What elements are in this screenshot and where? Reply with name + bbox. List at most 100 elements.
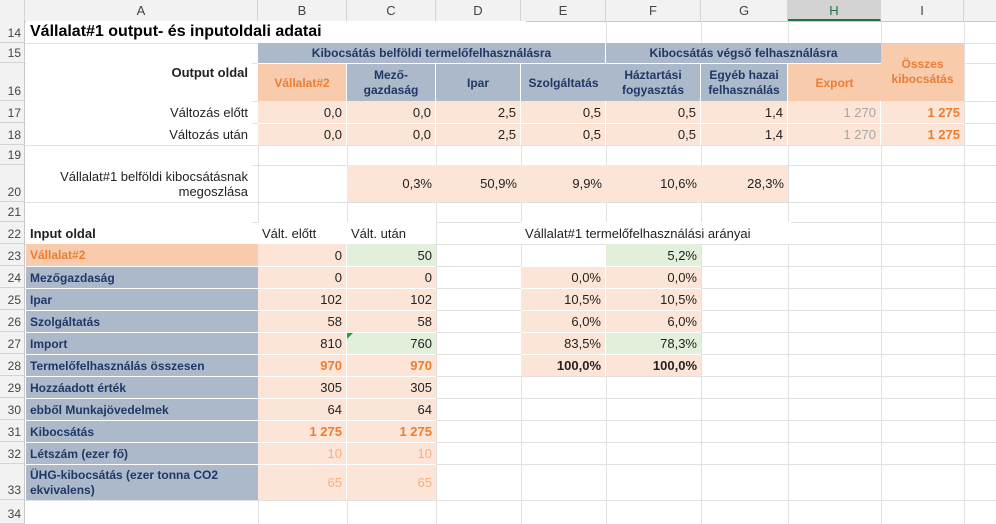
row-header-28[interactable]: 28 [0,354,25,376]
row-header-33[interactable]: 33 [0,464,25,500]
before-change-label[interactable]: Változás előtt [26,101,252,123]
input-before-value[interactable]: 65 [258,464,347,500]
ratio-after-value[interactable]: 6,0% [606,310,701,332]
row-header-20[interactable]: 20 [0,165,25,202]
output-before-value[interactable]: 2,5 [436,101,521,123]
output-after-value[interactable]: 2,5 [436,123,521,145]
input-after-value[interactable]: 970 [347,354,436,376]
output-before-value[interactable]: 0,5 [521,101,606,123]
ratio-after-value[interactable]: 10,5% [606,288,701,310]
input-after-value[interactable]: 50 [347,244,436,266]
ratio-before-value[interactable]: 6,0% [521,310,606,332]
group-header-domestic[interactable]: Kibocsátás belföldi termelőfelhasználásr… [258,43,606,63]
input-row-label[interactable]: Kibocsátás [26,420,258,442]
row-header-25[interactable]: 25 [0,288,25,310]
sheet-title[interactable]: Vállalat#1 output- és inputoldali adatai [26,21,526,43]
row-header-26[interactable]: 26 [0,310,25,332]
share-value[interactable]: 28,3% [701,165,788,202]
share-value[interactable]: 9,9% [521,165,606,202]
input-before-value[interactable]: 970 [258,354,347,376]
input-before-value[interactable]: 58 [258,310,347,332]
ratio-after-value[interactable]: 5,2% [606,244,701,266]
input-after-value[interactable]: 64 [347,398,436,420]
input-row-label[interactable]: Termelőfelhasználás összesen [26,354,258,376]
subheader-haztartasi[interactable]: Háztartási fogyasztás [606,63,701,101]
row-header-34[interactable]: 34 [0,500,25,524]
column-header-g[interactable]: G [701,0,788,21]
input-after-value[interactable]: 305 [347,376,436,398]
select-all-corner[interactable] [0,0,25,21]
row-header-14[interactable]: 14 [0,21,25,43]
ratio-before-value[interactable]: 100,0% [521,354,606,376]
subheader-mezogazdasag[interactable]: Mező-gazdaság [347,63,436,101]
output-before-value[interactable]: 1,4 [701,101,788,123]
input-before-value[interactable]: 1 275 [258,420,347,442]
input-before-value[interactable]: 102 [258,288,347,310]
output-after-value[interactable]: 0,5 [521,123,606,145]
input-side-label[interactable]: Input oldal [26,222,252,244]
ratio-before-value[interactable]: 83,5% [521,332,606,354]
input-row-label[interactable]: Létszám (ezer fő) [26,442,258,464]
share-value[interactable]: 0,3% [347,165,436,202]
row-header-23[interactable]: 23 [0,244,25,266]
column-header-b[interactable]: B [258,0,347,21]
output-after-export[interactable]: 1 270 [788,123,881,145]
output-before-value[interactable]: 0,5 [606,101,701,123]
input-before-value[interactable]: 305 [258,376,347,398]
input-after-value[interactable]: 102 [347,288,436,310]
row-header-24[interactable]: 24 [0,266,25,288]
input-before-value[interactable]: 10 [258,442,347,464]
group-header-final[interactable]: Kibocsátás végső felhasználásra [606,43,881,63]
column-header-h[interactable]: H [788,0,881,21]
ratio-before-value[interactable]: 10,5% [521,288,606,310]
input-row-label[interactable]: Hozzáadott érték [26,376,258,398]
ratio-after-value[interactable]: 78,3% [606,332,701,354]
input-after-value[interactable]: 760 [347,332,436,354]
row-header-17[interactable]: 17 [0,101,25,123]
input-row-label[interactable]: Szolgáltatás [26,310,258,332]
row-header-16[interactable]: 16 [0,63,25,101]
input-after-value[interactable]: 10 [347,442,436,464]
input-after-value[interactable]: 65 [347,464,436,500]
comment-indicator-icon[interactable] [347,333,353,339]
column-header-d[interactable]: D [436,0,521,21]
input-before-value[interactable]: 0 [258,244,347,266]
output-after-total[interactable]: 1 275 [881,123,964,145]
subheader-szolgaltatas[interactable]: Szolgáltatás [521,63,606,101]
share-value[interactable]: 10,6% [606,165,701,202]
col-before-label[interactable]: Vált. előtt [258,222,347,244]
col-after-label[interactable]: Vált. után [347,222,436,244]
output-before-total[interactable]: 1 275 [881,101,964,123]
output-before-value[interactable]: 0,0 [258,101,347,123]
ratio-before-value[interactable]: 0,0% [521,266,606,288]
input-before-value[interactable]: 0 [258,266,347,288]
input-row-label[interactable]: Import [26,332,258,354]
output-after-value[interactable]: 1,4 [701,123,788,145]
input-after-value[interactable]: 1 275 [347,420,436,442]
column-header-a[interactable]: A [25,0,258,21]
input-row-label[interactable]: Mezőgazdaság [26,266,258,288]
input-after-value[interactable]: 58 [347,310,436,332]
column-header-c[interactable]: C [347,0,436,21]
column-header-f[interactable]: F [606,0,701,21]
ratio-after-value[interactable]: 0,0% [606,266,701,288]
row-header-18[interactable]: 18 [0,123,25,145]
input-row-label[interactable]: ÜHG-kibocsátás (ezer tonna CO2 ekvivalen… [26,464,258,500]
input-row-label[interactable]: ebből Munkajövedelmek [26,398,258,420]
total-output-header[interactable]: Összes kibocsátás [881,43,964,101]
row-header-32[interactable]: 32 [0,442,25,464]
input-before-value[interactable]: 64 [258,398,347,420]
input-row-label[interactable]: Ipar [26,288,258,310]
subheader-export[interactable]: Export [788,63,881,101]
row-header-19[interactable]: 19 [0,145,25,165]
ratio-title[interactable]: Vállalat#1 termelőfelhasználási arányai [521,222,791,244]
share-value[interactable]: 50,9% [436,165,521,202]
row-header-27[interactable]: 27 [0,332,25,354]
subheader-vallalat2[interactable]: Vállalat#2 [258,63,347,101]
column-header-e[interactable]: E [521,0,606,21]
output-before-value[interactable]: 0,0 [347,101,436,123]
row-header-15[interactable]: 15 [0,43,25,63]
after-change-label[interactable]: Változás után [26,123,252,145]
domestic-share-label[interactable]: Vállalat#1 belföldi kibocsátásnak megosz… [26,165,252,202]
subheader-ipar[interactable]: Ipar [436,63,521,101]
